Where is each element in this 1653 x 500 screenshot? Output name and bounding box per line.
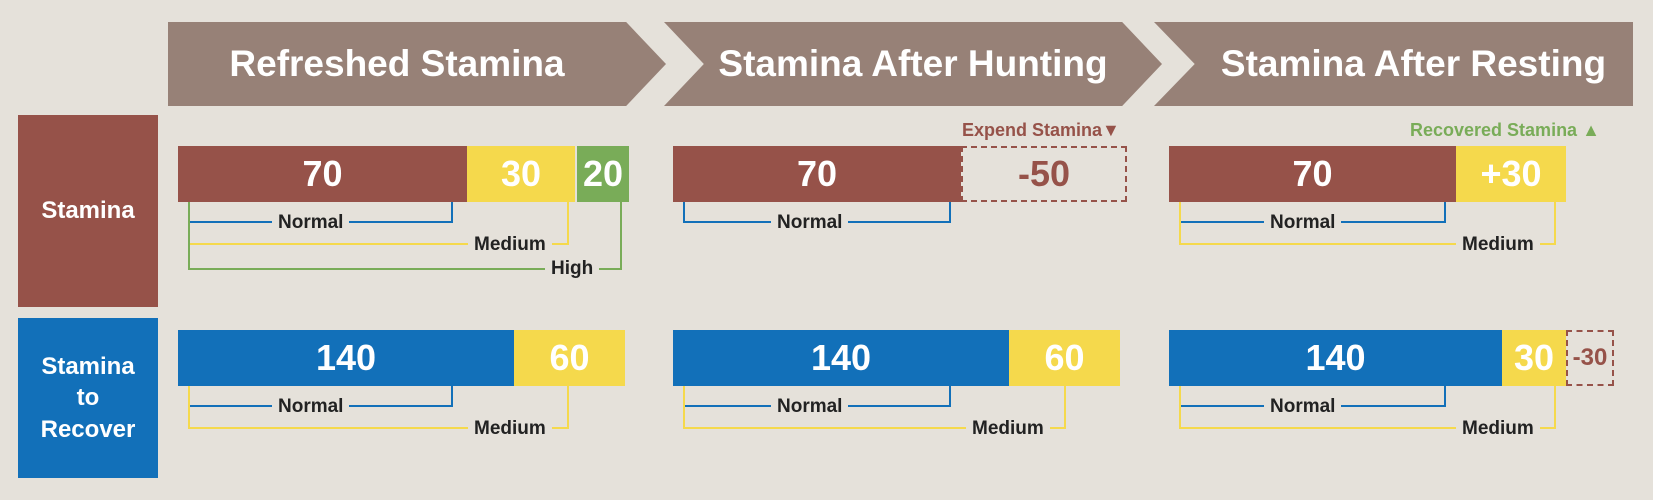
label-normal: Normal [272, 212, 350, 234]
recover-resting-medium-bar: 30 [1502, 330, 1566, 386]
label-medium: Medium [1456, 234, 1540, 256]
bracket-medium [188, 386, 569, 429]
stamina-refreshed-high-bar: 20 [577, 146, 629, 202]
recover-resting-normal-value: 140 [1305, 337, 1366, 378]
stamina-hunting-normal-bar: 70 [673, 146, 961, 202]
stamina-refreshed-medium-value: 30 [500, 153, 542, 194]
recover-resting-reduced-value: -30 [1572, 344, 1608, 371]
expend-stamina-note: Expend Stamina▼ [962, 120, 1120, 140]
stamina-resting-recovered-value: +30 [1480, 153, 1542, 194]
recover-refreshed-normal-bar: 140 [178, 330, 514, 386]
recovered-stamina-note: Recovered Stamina ▲ [1410, 120, 1600, 140]
header-stamina-after-resting: Stamina After Resting [1154, 22, 1633, 106]
stamina-resting-normal-value: 70 [1292, 153, 1333, 194]
header-refreshed-stamina: Refreshed Stamina [168, 22, 666, 106]
recover-hunting-normal-value: 140 [810, 337, 872, 378]
recover-hunting-medium-value: 60 [1044, 337, 1085, 378]
stamina-refreshed-normal-value: 70 [302, 153, 343, 194]
header-stamina-after-hunting: Stamina After Hunting [664, 22, 1162, 106]
stamina-resting-recovered-bar: +30 [1456, 146, 1566, 202]
label-normal: Normal [1264, 212, 1342, 234]
label-medium: Medium [966, 418, 1050, 440]
stamina-refreshed-medium-bar: 30 [467, 146, 575, 202]
bracket-high [188, 202, 622, 270]
header-hunting-label: Stamina After Hunting [718, 43, 1108, 84]
label-medium: Medium [1456, 418, 1540, 440]
recover-resting-reduced-box: -30 [1566, 330, 1614, 386]
label-medium: Medium [468, 418, 552, 440]
row-label-stamina-to-recover: Stamina to Recover [18, 318, 158, 478]
stamina-hunting-expended-value: -50 [1017, 153, 1071, 194]
recover-resting-medium-value: 30 [1513, 337, 1555, 378]
bracket-medium [683, 386, 1066, 429]
recover-hunting-normal-bar: 140 [673, 330, 1009, 386]
stamina-refreshed-normal-bar: 70 [178, 146, 467, 202]
label-medium: Medium [468, 234, 552, 256]
stamina-resting-normal-bar: 70 [1169, 146, 1456, 202]
header-refreshed-label: Refreshed Stamina [229, 43, 565, 84]
label-normal: Normal [771, 396, 849, 418]
label-normal: Normal [1264, 396, 1342, 418]
header-resting-label: Stamina After Resting [1220, 43, 1607, 84]
stamina-hunting-expended-box: -50 [961, 146, 1127, 202]
recover-refreshed-medium-value: 60 [549, 337, 590, 378]
row-label-stamina: Stamina [18, 115, 158, 307]
recover-refreshed-normal-value: 140 [315, 337, 377, 378]
recover-resting-normal-bar: 140 [1169, 330, 1502, 386]
row-label-stamina-text: Stamina [41, 197, 135, 225]
bracket-medium [1179, 202, 1556, 245]
recover-refreshed-medium-bar: 60 [514, 330, 625, 386]
bracket-medium [1179, 386, 1556, 429]
stamina-refreshed-high-value: 20 [582, 153, 624, 194]
label-normal: Normal [771, 212, 849, 234]
recover-hunting-medium-bar: 60 [1009, 330, 1120, 386]
label-high: High [545, 258, 600, 280]
row-label-recover-text: Stamina to Recover [40, 353, 136, 443]
label-normal: Normal [272, 396, 350, 418]
stamina-hunting-normal-value: 70 [796, 153, 838, 194]
